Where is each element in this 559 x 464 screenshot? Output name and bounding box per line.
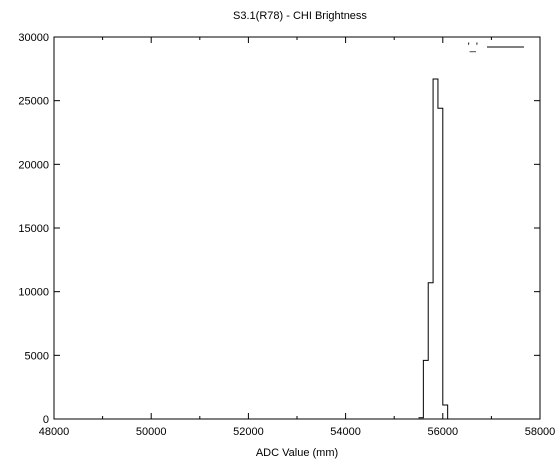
y-tick-label: 25000: [18, 96, 49, 108]
y-tick-label: 10000: [18, 287, 49, 299]
legend-label: '_': [468, 41, 478, 53]
legend: '_': [468, 41, 524, 53]
y-tick-label: 30000: [18, 32, 49, 44]
x-tick-label: 54000: [330, 426, 361, 438]
x-tick-label: 48000: [39, 426, 70, 438]
y-tick-label: 5000: [25, 350, 49, 362]
x-tick-label: 50000: [136, 426, 167, 438]
x-tick-label: 58000: [525, 426, 556, 438]
y-tick-label: 20000: [18, 159, 49, 171]
y-tick-label: 0: [43, 414, 49, 426]
series-group: [418, 78, 453, 420]
x-axis-label: ADC Value (mm): [256, 447, 338, 459]
x-tick-label: 52000: [233, 426, 264, 438]
chart-title: S3.1(R78) - CHI Brightness: [233, 10, 367, 22]
x-tick-label: 56000: [428, 426, 459, 438]
series-line: [418, 78, 453, 420]
y-tick-label: 15000: [18, 223, 49, 235]
plot-area-frame: [53, 36, 541, 420]
axis-ticks: 48000 50000 52000 54000 56000 58000 0 5000 10000…: [18, 32, 555, 438]
